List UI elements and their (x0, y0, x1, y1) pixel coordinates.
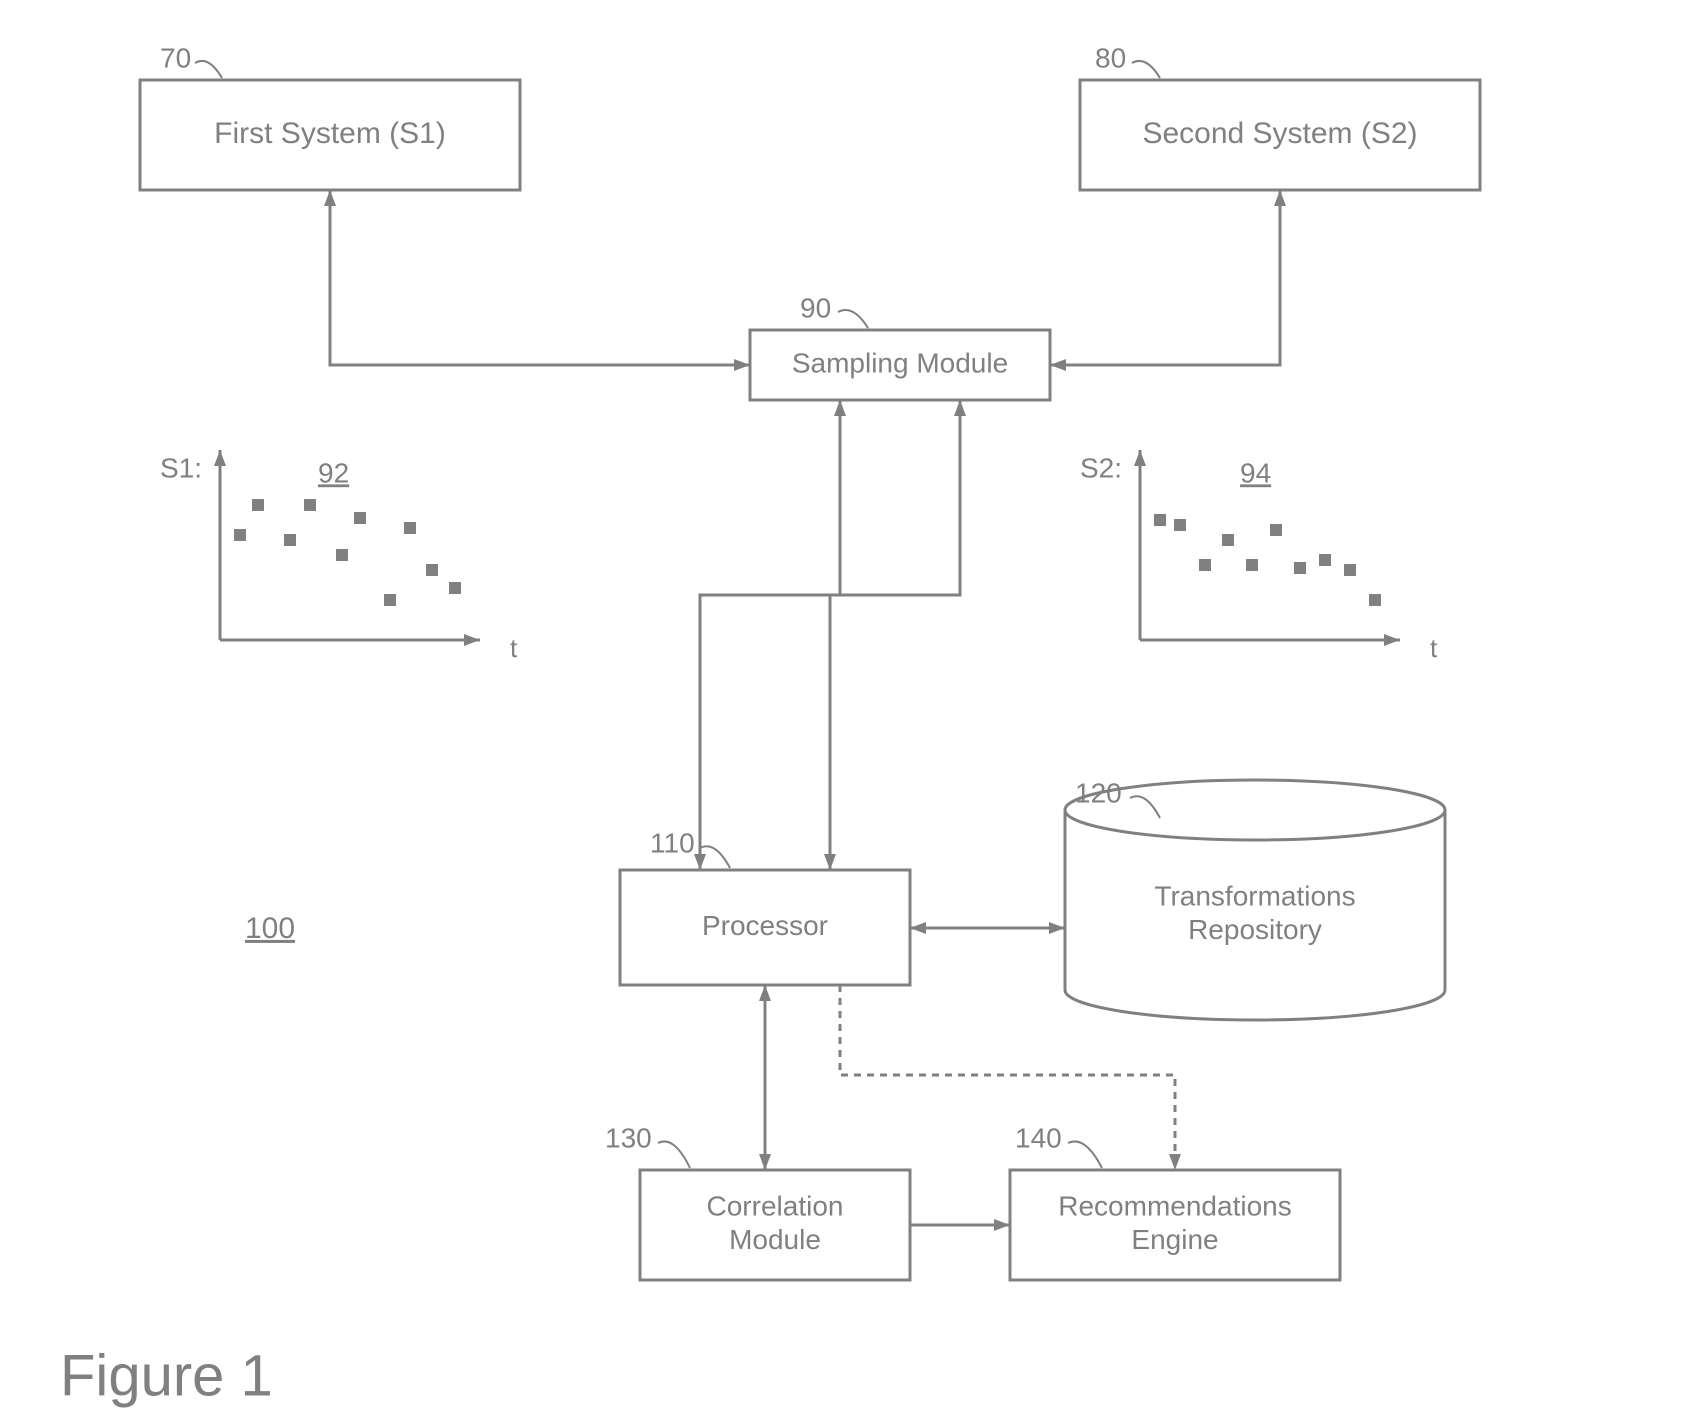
svg-text:Recommendations: Recommendations (1058, 1191, 1291, 1222)
box-correlation-module: CorrelationModule 130 (605, 1122, 910, 1280)
box-sampling-module: Sampling Module 90 (750, 292, 1050, 400)
svg-text:Repository: Repository (1188, 914, 1322, 945)
box-processor: Processor 110 (620, 827, 910, 985)
svg-text:70: 70 (160, 42, 191, 73)
box-first-system: First System (S1) 70 (140, 42, 520, 190)
mini-chart-s1: S1: 92 t (160, 452, 518, 662)
svg-text:Processor: Processor (702, 910, 828, 941)
svg-text:S1:: S1: (160, 452, 202, 483)
svg-text:130: 130 (605, 1122, 652, 1153)
svg-text:S2:: S2: (1080, 452, 1122, 483)
svg-text:Sampling Module: Sampling Module (792, 347, 1008, 378)
system-ref-100: 100 (245, 912, 295, 945)
svg-text:80: 80 (1095, 42, 1126, 73)
svg-text:Correlation: Correlation (707, 1191, 844, 1222)
svg-text:First System (S1): First System (S1) (214, 117, 446, 150)
svg-text:Transformations: Transformations (1154, 881, 1355, 912)
svg-text:140: 140 (1015, 1122, 1062, 1153)
figure-caption: Figure 1 (60, 1343, 273, 1408)
svg-text:92: 92 (318, 457, 349, 488)
svg-text:Module: Module (729, 1224, 821, 1255)
svg-text:120: 120 (1075, 777, 1122, 808)
diagram-canvas: First System (S1)70Second System (S2)80S… (0, 0, 1704, 1423)
svg-text:94: 94 (1240, 457, 1271, 488)
svg-text:Engine: Engine (1131, 1224, 1218, 1255)
svg-text:t: t (1430, 633, 1438, 663)
box-second-system: Second System (S2) 80 (1080, 42, 1480, 190)
svg-text:90: 90 (800, 292, 831, 323)
mini-chart-s2: S2: 94 t (1080, 452, 1438, 662)
svg-text:Second System (S2): Second System (S2) (1142, 117, 1417, 150)
svg-text:110: 110 (650, 827, 695, 858)
cylinder-transformations-repository: TransformationsRepository 120 (1065, 777, 1445, 1020)
svg-text:t: t (510, 633, 518, 663)
